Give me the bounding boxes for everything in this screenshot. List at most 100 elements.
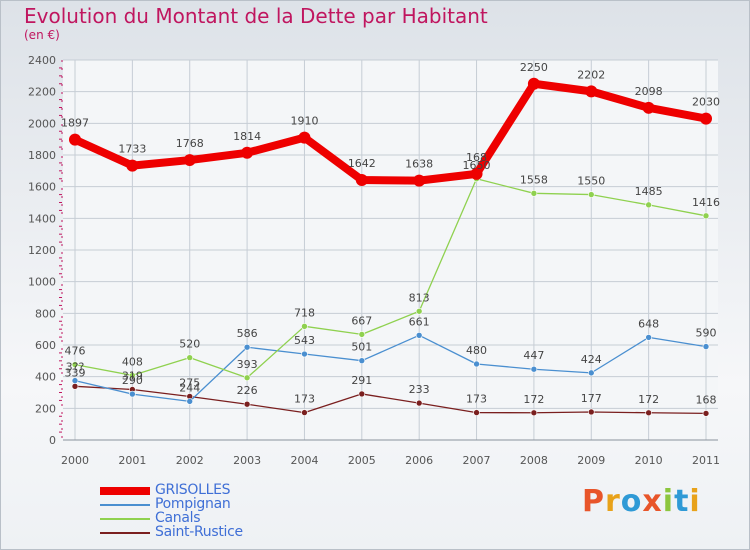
proxiti-logo: Proxiti xyxy=(582,484,701,519)
data-label: 172 xyxy=(523,393,544,406)
y-tick-label: 1600 xyxy=(28,181,56,194)
data-point xyxy=(301,350,308,358)
data-label: 290 xyxy=(122,374,143,387)
data-label: 501 xyxy=(351,341,372,354)
logo-letter: x xyxy=(642,484,663,519)
series-line-pompignan xyxy=(74,334,707,403)
data-point xyxy=(702,212,710,220)
data-label: 291 xyxy=(351,374,372,387)
data-point xyxy=(129,372,136,379)
y-tick-label: 400 xyxy=(35,371,56,384)
data-point xyxy=(645,409,652,417)
data-label: 520 xyxy=(179,338,200,351)
series-line-grisolles xyxy=(71,79,710,185)
data-label: 1733 xyxy=(118,143,146,156)
data-point xyxy=(358,357,366,364)
data-point xyxy=(71,377,79,384)
data-point xyxy=(530,409,538,417)
data-point xyxy=(355,174,368,187)
y-tick-label: 2000 xyxy=(28,117,56,130)
data-label: 168 xyxy=(696,393,717,406)
data-point xyxy=(186,354,194,361)
data-point xyxy=(129,390,136,398)
data-label: 177 xyxy=(581,392,602,405)
legend-swatch xyxy=(100,504,150,506)
data-label: 393 xyxy=(237,358,258,371)
data-label: 3?? xyxy=(66,361,85,374)
legend-label: GRISOLLES xyxy=(155,482,231,498)
data-label: 226 xyxy=(237,384,258,397)
y-tick-label: 600 xyxy=(35,339,56,352)
data-label: 590 xyxy=(696,327,717,340)
x-tick-label: 2004 xyxy=(290,454,318,467)
data-point xyxy=(301,323,308,330)
logo-letter: o xyxy=(620,484,643,519)
x-tick-label: 2006 xyxy=(405,454,433,467)
data-point xyxy=(473,360,480,368)
data-label: 667 xyxy=(351,314,372,327)
legend-label: Pompignan xyxy=(155,496,231,512)
data-label: 424 xyxy=(581,353,602,366)
data-label: 1814 xyxy=(233,130,261,143)
x-tick-label: 2007 xyxy=(463,454,491,467)
y-tick-label: 0 xyxy=(49,434,56,447)
data-label: 813 xyxy=(409,291,430,304)
data-point xyxy=(700,112,712,125)
data-label: 661 xyxy=(409,315,430,328)
data-label: 1416 xyxy=(692,196,720,209)
data-point xyxy=(415,307,423,315)
data-point xyxy=(71,361,79,368)
data-point xyxy=(358,390,366,398)
data-point xyxy=(413,174,426,187)
y-tick-label: 800 xyxy=(35,307,56,320)
data-point xyxy=(470,167,483,180)
data-point xyxy=(702,410,710,417)
data-point xyxy=(69,133,81,146)
x-tick-label: 2008 xyxy=(520,454,548,467)
x-tick-label: 2000 xyxy=(61,454,89,467)
data-point xyxy=(587,408,595,416)
y-tick-label: 2200 xyxy=(28,86,56,99)
grid xyxy=(63,59,718,441)
data-label: 1550 xyxy=(577,175,605,188)
data-point xyxy=(530,190,538,197)
data-label: 275 xyxy=(179,376,200,389)
x-tick-label: 2001 xyxy=(118,454,146,467)
y-tick-label: 1800 xyxy=(28,149,56,162)
data-point xyxy=(241,146,254,159)
data-label: 233 xyxy=(409,383,430,396)
legend-label: Saint-Rustice xyxy=(155,524,243,540)
y-tick-label: 1400 xyxy=(28,212,56,225)
series-group xyxy=(69,77,712,417)
data-label: 2030 xyxy=(692,96,720,109)
x-tick-label: 2002 xyxy=(176,454,204,467)
data-point xyxy=(71,383,79,390)
data-point xyxy=(183,154,196,167)
data-label: 447 xyxy=(523,349,544,362)
data-label: 2098 xyxy=(635,85,663,98)
data-label: 173 xyxy=(294,393,315,406)
x-tick-label: 2003 xyxy=(233,454,261,467)
data-label: 244 xyxy=(179,381,200,394)
y-tick-label: 1000 xyxy=(28,276,56,289)
logo-letter: i xyxy=(689,484,701,519)
logo-letter: i xyxy=(662,484,675,519)
chart-title: Evolution du Montant de la Dette par Hab… xyxy=(24,4,488,28)
data-label: 1768 xyxy=(176,137,204,150)
data-label: 1910 xyxy=(290,115,318,128)
data-label: 172 xyxy=(638,393,659,406)
chart-subtitle: (en €) xyxy=(24,28,60,42)
data-label: 168 xyxy=(466,151,487,164)
data-label: 1558 xyxy=(520,173,548,186)
data-point xyxy=(527,77,540,90)
data-label: 586 xyxy=(237,327,258,340)
logo-letter: P xyxy=(582,484,605,519)
data-label: 648 xyxy=(638,317,659,330)
data-label: 173 xyxy=(466,393,487,406)
x-tick-label: 2011 xyxy=(692,454,720,467)
data-point xyxy=(473,409,480,416)
series-line-saint-rustice xyxy=(74,385,707,415)
x-tick-label: 2010 xyxy=(635,454,663,467)
data-point xyxy=(702,343,710,350)
data-label: 2202 xyxy=(577,68,605,81)
